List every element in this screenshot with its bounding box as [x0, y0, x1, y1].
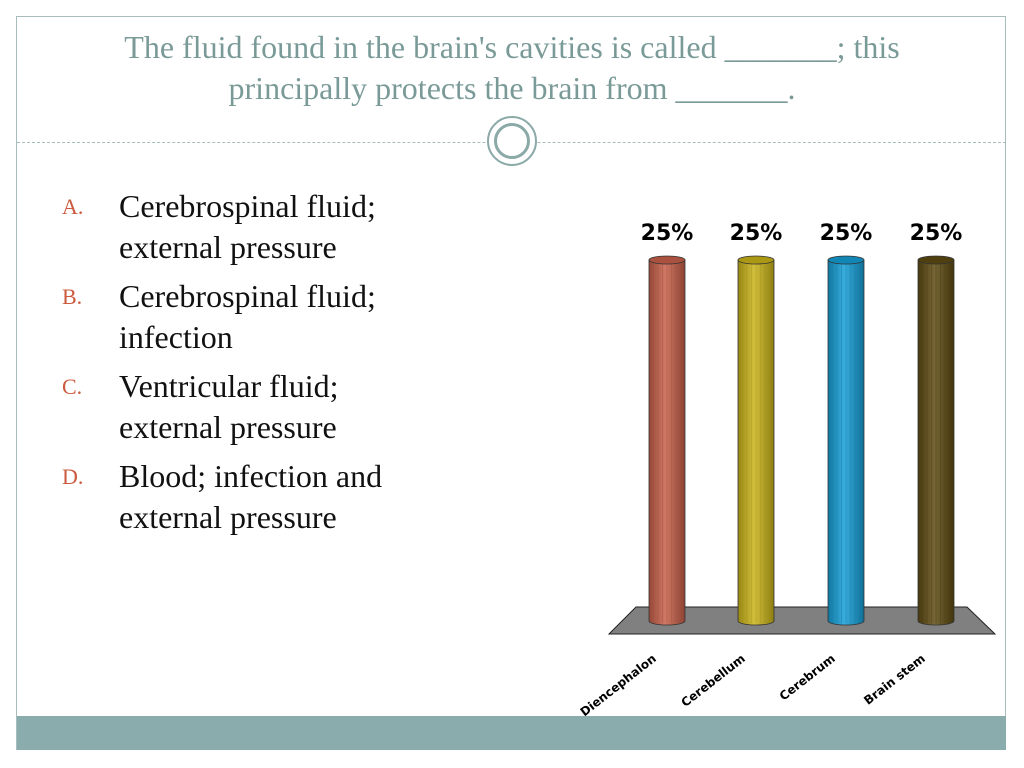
category-label: Diencephalon [578, 651, 659, 719]
answer-text: Ventricular fluid; external pressure [119, 366, 338, 448]
answer-text-line: Blood; infection and [119, 458, 383, 494]
answer-letter: B. [62, 284, 83, 309]
category-label: Brain stem [861, 651, 928, 707]
bar-value-label: 25% [910, 221, 963, 246]
question-line-1: The fluid found in the brain's cavities … [124, 29, 900, 65]
bar-value-label: 25% [641, 221, 694, 246]
answer-text: Blood; infection and external pressure [119, 456, 382, 538]
answer-option-c[interactable]: C. Ventricular fluid; external pressure [62, 366, 502, 448]
answer-text-line: infection [119, 319, 233, 355]
question-line-2: principally protects the brain from ____… [228, 70, 796, 106]
answer-text-line: Cerebrospinal fluid; [119, 188, 376, 224]
circle-ornament-icon [487, 116, 537, 166]
bar-top [737, 255, 775, 265]
answer-letter: D. [62, 464, 84, 489]
bar-value-label: 25% [730, 221, 783, 246]
bar-top [917, 255, 955, 265]
bar-top [827, 255, 865, 265]
category-label: Cerebellum [679, 651, 748, 709]
footer-bar [17, 716, 1006, 750]
category-label: Cerebrum [777, 651, 838, 703]
answer-list: A. Cerebrospinal fluid; external pressur… [62, 186, 502, 546]
answer-text-line: external pressure [119, 409, 337, 445]
answer-option-a[interactable]: A. Cerebrospinal fluid; external pressur… [62, 186, 502, 268]
answer-option-d[interactable]: D. Blood; infection and external pressur… [62, 456, 502, 538]
answer-text: Cerebrospinal fluid; external pressure [119, 186, 376, 268]
answer-option-b[interactable]: B. Cerebrospinal fluid; infection [62, 276, 502, 358]
bar-value-label: 25% [820, 221, 873, 246]
answer-text-line: external pressure [119, 499, 337, 535]
answer-text-line: Cerebrospinal fluid; [119, 278, 376, 314]
answer-letter: C. [62, 374, 83, 399]
answer-text-line: Ventricular fluid; [119, 368, 339, 404]
answer-text-line: external pressure [119, 229, 337, 265]
answer-letter: A. [62, 194, 84, 219]
bar-top [648, 255, 686, 265]
answer-text: Cerebrospinal fluid; infection [119, 276, 376, 358]
question-title: The fluid found in the brain's cavities … [17, 27, 1007, 109]
chart-floor [607, 606, 997, 635]
